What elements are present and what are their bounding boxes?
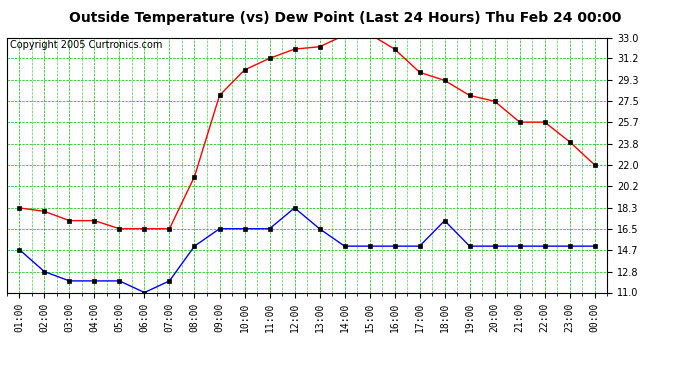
Text: Outside Temperature (vs) Dew Point (Last 24 Hours) Thu Feb 24 00:00: Outside Temperature (vs) Dew Point (Last… (69, 11, 621, 25)
Text: Copyright 2005 Curtronics.com: Copyright 2005 Curtronics.com (10, 40, 162, 50)
